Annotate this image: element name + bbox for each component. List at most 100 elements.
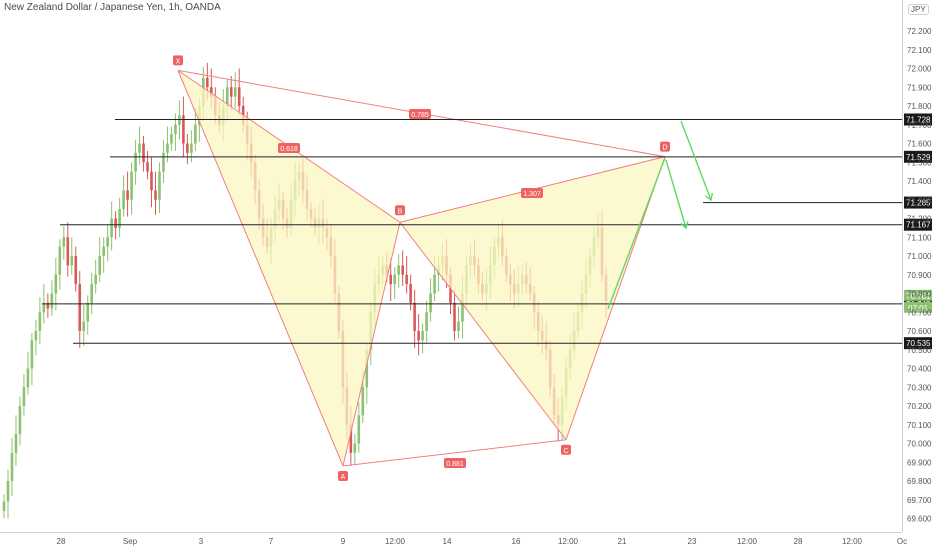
time-tick-label: 12:00 [385, 537, 406, 546]
point-label-X: X [176, 58, 181, 65]
candle-body [225, 87, 229, 106]
horizontal-levels: 71.72871.52971.28571.16770.74570.53570.7… [42, 113, 932, 350]
candle-body [118, 209, 121, 228]
leg-ac [342, 439, 567, 467]
candle-body [417, 331, 420, 341]
candle-body [146, 162, 149, 172]
projection-arrows [607, 120, 714, 310]
candle-body [233, 87, 237, 97]
candle-body [14, 434, 18, 453]
current-price-tag-bg [904, 289, 932, 301]
candle-body [122, 190, 125, 210]
time-tick-label: 23 [688, 537, 697, 546]
time-tick-label: Sep [123, 537, 138, 546]
candle-body [174, 124, 177, 135]
candle-body [2, 501, 6, 511]
level-tag: 71.167 [906, 221, 931, 230]
point-label-bg [173, 55, 183, 66]
candle-body [166, 143, 169, 153]
candle-body [154, 190, 157, 200]
candle-body [162, 152, 165, 172]
price-tick-label: 71.100 [907, 233, 932, 242]
time-tick-label: Oc [897, 537, 907, 546]
candle-body [461, 293, 464, 322]
price-tick-label: 71.800 [907, 102, 932, 111]
candle-body [453, 302, 456, 331]
price-tick-label: 71.200 [907, 215, 932, 224]
leg-ab [342, 222, 401, 467]
candle-body [361, 387, 365, 416]
ratio-label-bg [444, 458, 466, 468]
level-tag-bg [904, 150, 932, 163]
current-price-tag: 70.761 [906, 292, 931, 301]
candle-body [10, 452, 14, 481]
candle-body [34, 331, 38, 341]
price-tick-label: 71.900 [907, 83, 932, 92]
price-tick-label: 72.100 [907, 46, 932, 55]
projection-arrow-down-head [680, 221, 689, 230]
candle-body [66, 237, 70, 266]
price-tick-label: 71.000 [907, 252, 932, 261]
point-label-bg [660, 141, 670, 152]
time-tick-label: 12:00 [558, 537, 579, 546]
projection-line-up [607, 157, 666, 310]
point-label-bg [561, 444, 571, 455]
candle-body [401, 265, 404, 275]
candle-body [150, 171, 153, 191]
leg-cd [565, 156, 666, 440]
level-tag-bg [904, 196, 932, 209]
price-tick-label: 71.400 [907, 177, 932, 186]
projection-arrow-down [665, 159, 687, 229]
candle-body [62, 237, 66, 247]
time-tick-label: 16 [512, 537, 521, 546]
candle-body [142, 143, 145, 163]
point-label-B: B [398, 208, 403, 215]
currency-button[interactable]: JPY [908, 4, 929, 15]
price-tick-label: 69.700 [907, 496, 932, 505]
candle-body [353, 443, 357, 453]
candle-body [365, 349, 369, 388]
candle-body [186, 143, 189, 153]
candle-body [413, 302, 416, 331]
time-tick-label: 9 [341, 537, 346, 546]
candle-body [393, 274, 397, 285]
candle-body [86, 302, 90, 322]
level-tag-bg [904, 113, 932, 126]
price-tick-label: 71.600 [907, 140, 932, 149]
point-label-A: A [341, 474, 346, 481]
price-tick-label: 71.700 [907, 121, 932, 130]
candle-body [106, 237, 109, 247]
candle-body [26, 368, 30, 388]
candle-body [70, 256, 74, 266]
time-tick-label: 14 [443, 537, 452, 546]
leg-bc [399, 221, 567, 441]
candle-body [126, 190, 129, 200]
ratio-label: 0.785 [411, 112, 429, 119]
candle-body [210, 87, 213, 97]
candle-body [134, 152, 137, 172]
candle-body [433, 274, 436, 294]
candle-body [78, 284, 82, 331]
price-tick-label: 70.900 [907, 271, 932, 280]
countdown-tag-bg [904, 301, 932, 313]
price-tick-label: 69.800 [907, 477, 932, 486]
candle-body [38, 312, 42, 331]
price-tick-label: 70.400 [907, 365, 932, 374]
candle-body [46, 302, 50, 309]
chart-title: New Zealand Dollar / Japanese Yen, 1h, O… [4, 2, 221, 13]
candle-body [429, 293, 432, 313]
candle-body [130, 171, 133, 200]
price-tick-label: 69.900 [907, 458, 932, 467]
point-label-D: D [662, 145, 667, 152]
ratio-label-bg [278, 143, 300, 153]
pattern-xab-fill [178, 70, 400, 466]
price-axis: 72.200 72.100 72.000 71.900 71.800 71.700 71.6… [902, 0, 932, 532]
candle-body [229, 87, 233, 97]
level-tag-bg [904, 337, 932, 350]
candle-body [349, 424, 353, 453]
candle-body [18, 406, 22, 435]
projection-arrow-target-head [704, 193, 714, 202]
candle-body [206, 77, 209, 88]
price-tick-label: 70.200 [907, 402, 932, 411]
